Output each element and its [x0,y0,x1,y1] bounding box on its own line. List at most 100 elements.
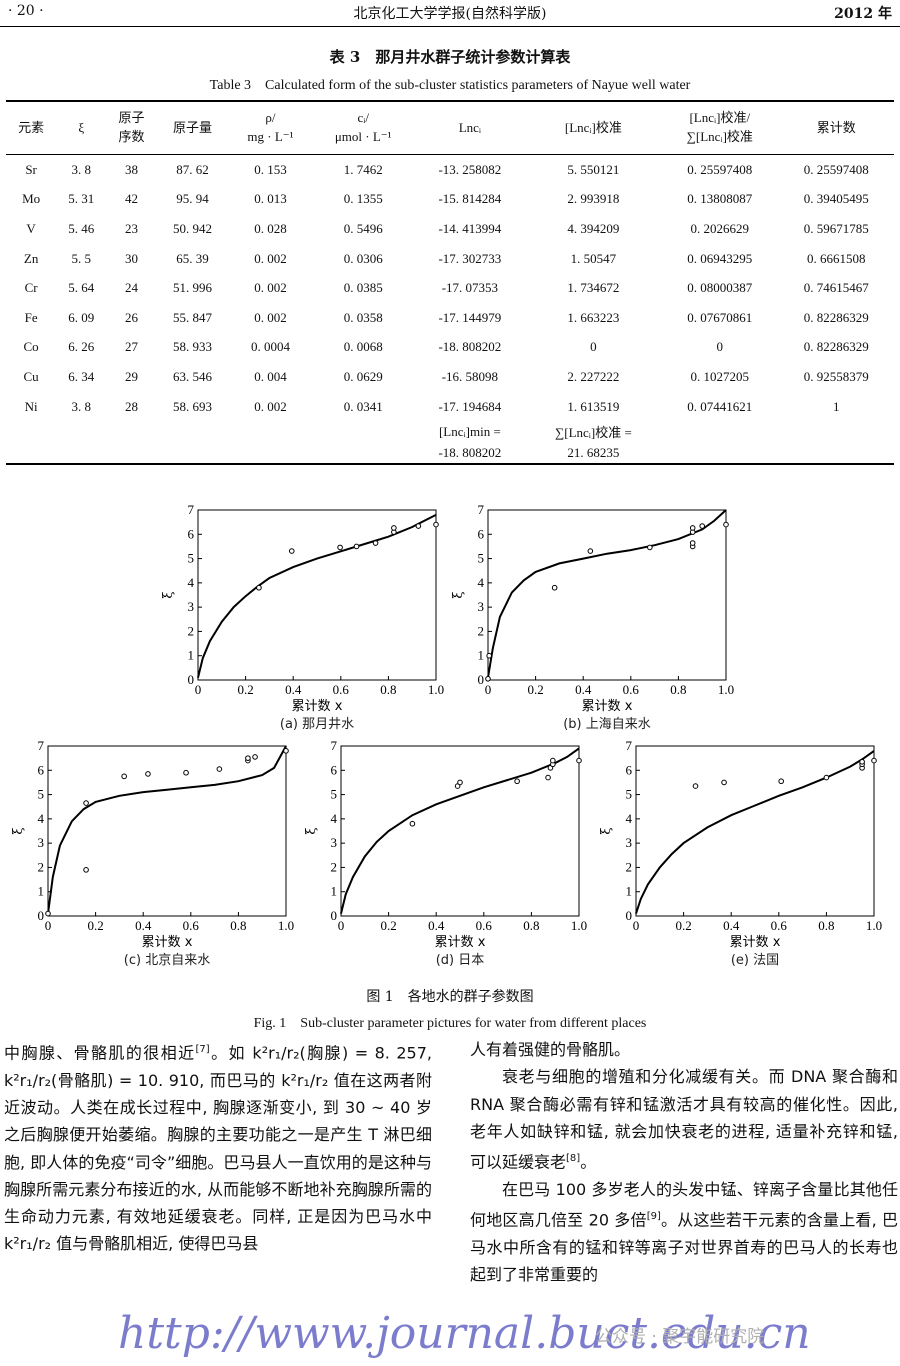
empty-cell [56,421,106,442]
x-tick-label: 0.4 [135,918,152,933]
table-cell: -17. 144979 [438,309,502,325]
table-cell: 0. 13808087 [687,191,753,207]
citation[interactable]: [8] [566,1153,581,1165]
text: 衰老与细胞的增殖和分化减缓有关。而 DNA 聚合酶和 RNA 聚合酶必需有锌和锰… [470,1067,898,1172]
table-cell: Cr [24,280,38,296]
y-tick-label: 5 [478,551,485,566]
table-cell: 58. 693 [173,398,213,414]
table-cell: 0. 92558379 [803,368,869,384]
paragraph: 在巴马 100 多岁老人的头发中锰、锌离子含量比其他任何地区高几倍至 20 多倍… [470,1176,898,1289]
table-cell: 1. 613519 [567,398,620,414]
citation[interactable]: [7] [195,1044,210,1055]
table-cell: 0. 0068 [343,339,383,355]
x-tick-label: 0.4 [285,682,302,697]
table-row: Sr 3. 8 38 87. 62 0. 153 1. 7462 -13. 258082 5.… [6,155,894,185]
table-cell: 1. 7462 [343,161,383,177]
fit-curve [47,745,287,914]
table-cell: Ni [24,398,38,414]
chart-c: 0 0.2 0.4 0.6 0.8 1.0 0 1 2 3 4 5 6 7 ξ 累计数 x (c) 北京自来水 [0,736,310,968]
y-tick-label: 2 [331,859,338,874]
data-point [486,652,492,659]
data-point [216,766,223,772]
table-cell: 0. 013 [254,191,287,207]
y-tick-label: 0 [626,908,633,923]
y-tick-label: 2 [478,623,485,638]
table-cell: 0. 08000387 [687,280,753,296]
table-cell: 27 [124,339,138,355]
table-cell: 5. 550121 [567,161,620,177]
table-cell: 58. 933 [173,339,213,355]
plot-frame [340,745,580,917]
table-cell: 2. 227222 [567,368,620,384]
y-tick-label: 1 [626,884,633,899]
table-row: V 5. 46 23 50. 942 0. 028 0. 5496 -14. 413994 4… [6,214,894,244]
x-tick-label: 0.6 [183,918,200,933]
y-tick-label: 4 [38,811,45,826]
x-tick-label: 0.2 [380,918,396,933]
citation[interactable]: [9] [646,1211,661,1223]
table-row: Mo 5. 31 42 95. 94 0. 013 0. 1355 -15. 814284 2… [6,185,894,215]
table-cell: 0. 0629 [343,368,383,384]
data-point [550,757,556,764]
page-number: · 20 · [8,3,44,19]
journal-url[interactable]: http://www.journal.buct.edu.cn [118,1308,811,1359]
data-point [83,867,89,873]
data-point [353,543,360,550]
statistics-table: 元素 ξ 原子 序数 原子量 ρ/mg · L⁻¹ cᵢ/μmol · L⁻¹ Lncᵢ [Ln… [6,100,894,466]
table-cell: Sr [25,161,37,177]
x-tick-label: 0.6 [333,682,350,697]
paragraph: 人有着强健的骨骼肌。 [470,1040,631,1059]
empty-cell [661,421,779,442]
subfigure-label: (a) 那月井水 [280,717,354,732]
table-row: Zn 5. 5 30 65. 39 0. 002 0. 0306 -17. 302733 1.… [6,244,894,274]
empty-cell [229,421,313,442]
table-cell: 87. 62 [176,161,209,177]
column-header: Lncᵢ [413,100,526,155]
column-header-line: ξ [78,119,85,135]
fit-curve [197,514,437,678]
y-tick-label: 7 [38,738,45,753]
x-tick-label: 0.4 [428,918,445,933]
y-tick-label: 3 [38,835,45,850]
y-axis-label: ξ [451,591,466,598]
x-tick-label: 0 [338,918,345,933]
x-tick-label: 1.0 [718,682,734,697]
x-axis-label: 累计数 x [730,935,781,950]
chart-e: 0 0.2 0.4 0.6 0.8 1.0 0 1 2 3 4 5 6 7 ξ 累计数 x (e) 法国 [588,736,898,968]
y-tick-label: 2 [626,859,633,874]
table-cell: 51. 996 [173,280,213,296]
empty-cell [778,442,894,466]
x-axis-label: 累计数 x [582,699,633,714]
table-cell: 0 [590,339,597,355]
data-point [551,584,558,591]
table-cell: Cu [23,368,39,384]
table-cell: 0. 0004 [250,339,290,355]
table-cell: 0. 153 [254,161,287,177]
data-point [283,748,289,754]
table-cell: 26 [124,309,138,325]
year: 2012 年 [834,6,892,22]
table-cell: 0. 82286329 [803,339,869,355]
table-cell: 0. 82286329 [803,309,869,325]
y-tick-label: 0 [38,908,45,923]
table-cell: 1. 663223 [567,309,620,325]
x-tick-label: 0.6 [771,918,788,933]
table-cell: 0. 5496 [343,220,383,236]
x-tick-label: 0 [45,918,52,933]
y-tick-label: 5 [188,551,195,566]
y-tick-label: 0 [188,672,195,687]
chart-a: 0 0.2 0.4 0.6 0.8 1.0 0 1 2 3 4 5 6 7 ξ 累计数 x (a) 那月井水 [150,500,460,732]
data-point [859,758,865,765]
column-header-line: μmol · L⁻¹ [334,129,392,144]
table-cell: 0. 74615467 [803,280,869,296]
y-tick-label: 5 [38,787,45,802]
table-caption-en: Table 3 Calculated form of the sub-clust… [209,78,691,93]
y-tick-label: 3 [478,599,485,614]
table-cell: 0. 2026629 [690,220,750,236]
text: 。从这些若干元素的含量上看, 巴马水中所含有的锰和锌等离子对世界首寿的巴马人的长… [470,1210,898,1285]
y-tick-label: 7 [626,738,633,753]
data-point [288,548,295,554]
y-tick-label: 3 [626,835,633,850]
x-tick-label: 1.0 [278,918,294,933]
table-cell: 4. 394209 [567,220,620,236]
